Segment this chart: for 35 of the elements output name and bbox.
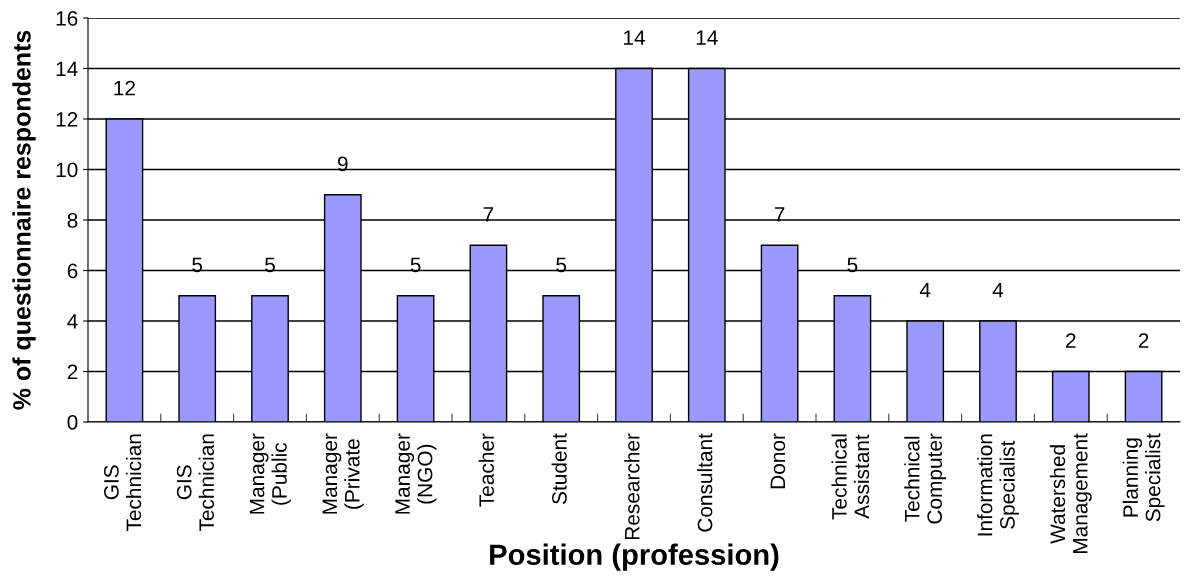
data-label: 12 (114, 80, 135, 96)
x-tick-label: Watershed Management (1049, 433, 1092, 553)
data-label: 4 (992, 282, 1004, 298)
y-tick-label: 6 (67, 263, 78, 279)
data-label: 7 (774, 207, 785, 222)
y-tick-label: 8 (67, 213, 78, 228)
data-label: 2 (1066, 333, 1076, 348)
x-tick-label: Manager (Public (249, 433, 291, 514)
y-axis-title: % of questionnaire respondents (12, 30, 36, 410)
x-tick-label: Donor (770, 433, 786, 489)
x-tick-label: Consultant (697, 433, 713, 532)
data-label: 2 (1138, 333, 1149, 348)
x-tick-label: Teacher (478, 433, 494, 507)
x-tick-label: GIS Technician (176, 434, 215, 532)
x-tick-label: Researcher (624, 433, 640, 540)
x-tick-label: Information Specialist (977, 434, 1019, 536)
y-tick-label: 2 (67, 364, 78, 380)
x-tick-label: GIS Technician (104, 434, 142, 532)
x-tick-label: Manager (Private (322, 433, 364, 514)
data-label: 7 (483, 207, 494, 222)
x-tick-label: Student (551, 433, 567, 504)
y-tick-label: 16 (56, 11, 78, 26)
y-tick-label: 14 (56, 61, 78, 77)
x-tick-label: Technical Assistant (831, 434, 870, 520)
y-tick-label: 0 (67, 415, 78, 430)
data-label: 14 (696, 30, 718, 45)
y-tick-label: 4 (67, 314, 78, 329)
x-tick-label: Planning Specialist (1122, 433, 1165, 522)
y-tick-label: 10 (56, 162, 78, 178)
y-tick-label: 12 (56, 112, 78, 127)
x-tick-label: Technical Computer (904, 433, 947, 524)
x-tick-label: Manager (NGO) (395, 433, 437, 514)
data-label: 14 (624, 30, 645, 45)
data-label: 4 (919, 282, 931, 298)
x-axis-title: Position (profession) (490, 543, 779, 571)
